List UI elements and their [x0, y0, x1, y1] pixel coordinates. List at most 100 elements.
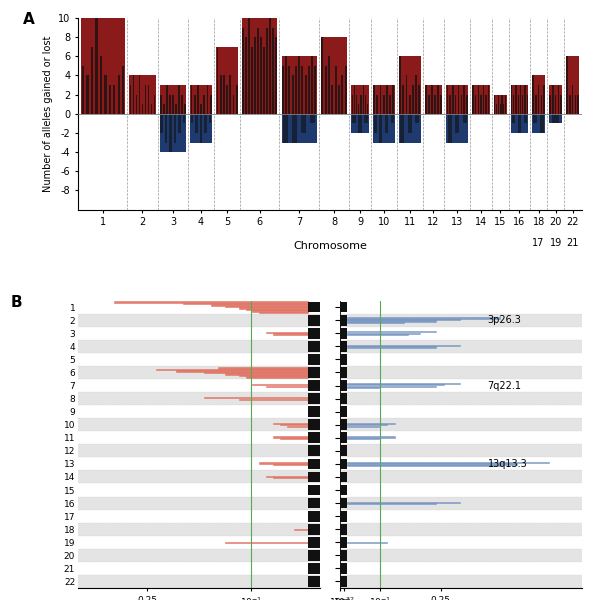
- Bar: [505, 95, 506, 114]
- Bar: [512, 114, 515, 124]
- Bar: [78, 470, 320, 484]
- Bar: [503, 104, 505, 114]
- Bar: [118, 76, 120, 114]
- Bar: [347, 322, 404, 323]
- Bar: [176, 370, 308, 371]
- Bar: [308, 524, 320, 535]
- Bar: [345, 66, 347, 114]
- Bar: [518, 95, 519, 114]
- Bar: [572, 85, 574, 114]
- Bar: [373, 85, 375, 114]
- Bar: [455, 95, 457, 114]
- Bar: [109, 85, 111, 114]
- Bar: [425, 85, 442, 114]
- Bar: [463, 114, 467, 124]
- Bar: [480, 95, 482, 114]
- Bar: [340, 327, 582, 340]
- Bar: [184, 104, 185, 114]
- Bar: [448, 114, 452, 143]
- Text: 13q13.3: 13q13.3: [487, 459, 527, 469]
- Bar: [340, 497, 582, 509]
- Bar: [273, 477, 308, 478]
- Bar: [266, 386, 308, 387]
- Bar: [308, 472, 320, 482]
- Bar: [78, 509, 320, 523]
- Bar: [280, 438, 308, 439]
- Bar: [340, 537, 347, 548]
- Bar: [566, 56, 579, 114]
- Bar: [114, 301, 308, 302]
- Bar: [403, 85, 404, 114]
- Bar: [155, 369, 308, 370]
- Bar: [160, 114, 186, 152]
- Bar: [204, 397, 308, 398]
- Bar: [308, 302, 320, 313]
- Bar: [347, 331, 436, 332]
- Bar: [166, 85, 168, 114]
- Bar: [100, 56, 102, 114]
- Bar: [308, 315, 320, 326]
- Bar: [415, 114, 419, 124]
- Bar: [496, 104, 497, 114]
- Bar: [340, 485, 347, 496]
- Bar: [440, 95, 442, 114]
- Text: 3p26.3: 3p26.3: [487, 315, 521, 325]
- Bar: [257, 28, 259, 114]
- Bar: [472, 85, 490, 114]
- Bar: [437, 85, 439, 114]
- Bar: [78, 562, 320, 575]
- Bar: [78, 575, 320, 588]
- Bar: [376, 95, 378, 114]
- Bar: [566, 56, 568, 114]
- Text: B: B: [10, 295, 22, 310]
- Bar: [136, 95, 137, 114]
- Bar: [340, 550, 347, 560]
- Bar: [178, 114, 181, 133]
- Bar: [308, 498, 320, 508]
- Text: 19: 19: [550, 238, 562, 248]
- Bar: [196, 114, 198, 133]
- Bar: [541, 95, 542, 114]
- Bar: [365, 95, 366, 114]
- Bar: [488, 85, 489, 114]
- Bar: [347, 346, 436, 348]
- Bar: [205, 114, 207, 133]
- Bar: [298, 56, 300, 114]
- Bar: [380, 85, 382, 114]
- Bar: [269, 18, 271, 114]
- Bar: [308, 537, 320, 548]
- Bar: [347, 386, 436, 387]
- Bar: [78, 314, 320, 327]
- Bar: [285, 56, 287, 114]
- Bar: [78, 327, 320, 340]
- Bar: [347, 465, 500, 466]
- Bar: [340, 536, 582, 549]
- Bar: [340, 379, 582, 392]
- Bar: [129, 76, 155, 114]
- Bar: [533, 114, 537, 124]
- Bar: [463, 85, 465, 114]
- Bar: [281, 114, 317, 143]
- Bar: [502, 95, 503, 114]
- Bar: [122, 66, 124, 114]
- Bar: [174, 114, 176, 143]
- Bar: [340, 445, 347, 456]
- Bar: [527, 95, 528, 114]
- Bar: [204, 372, 308, 373]
- Bar: [311, 56, 313, 114]
- Bar: [139, 76, 140, 114]
- Bar: [178, 85, 179, 114]
- Bar: [518, 114, 521, 133]
- Bar: [78, 536, 320, 549]
- Bar: [226, 85, 228, 114]
- Bar: [86, 76, 89, 114]
- Bar: [78, 379, 320, 392]
- Bar: [340, 484, 582, 497]
- Bar: [245, 376, 308, 377]
- Bar: [415, 76, 417, 114]
- Bar: [287, 425, 308, 427]
- Bar: [347, 387, 379, 388]
- Bar: [340, 315, 347, 326]
- Bar: [407, 114, 412, 133]
- Bar: [289, 66, 290, 114]
